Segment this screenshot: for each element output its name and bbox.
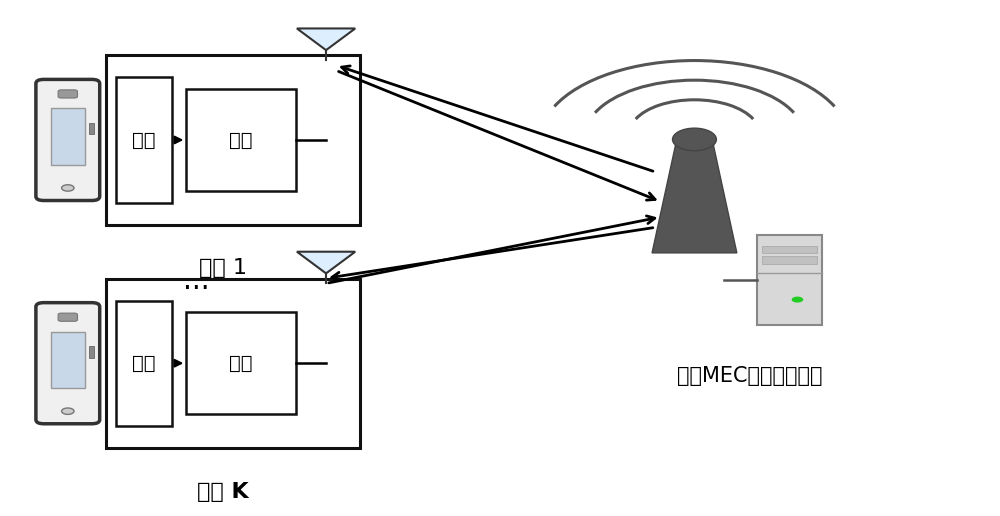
Polygon shape — [297, 252, 355, 273]
FancyBboxPatch shape — [36, 79, 100, 201]
Text: 配备MEC服务器的基站: 配备MEC服务器的基站 — [677, 366, 822, 386]
FancyBboxPatch shape — [186, 312, 296, 414]
Circle shape — [792, 297, 803, 302]
FancyBboxPatch shape — [51, 108, 85, 165]
FancyBboxPatch shape — [58, 313, 77, 321]
FancyBboxPatch shape — [762, 256, 817, 264]
Circle shape — [62, 185, 74, 191]
FancyBboxPatch shape — [89, 123, 94, 134]
Polygon shape — [652, 145, 737, 253]
FancyBboxPatch shape — [116, 300, 172, 426]
Text: 任务: 任务 — [132, 131, 156, 150]
Circle shape — [673, 128, 716, 151]
Circle shape — [62, 408, 74, 414]
FancyBboxPatch shape — [58, 90, 77, 98]
Text: 任务: 任务 — [132, 353, 156, 373]
FancyBboxPatch shape — [106, 279, 360, 448]
FancyBboxPatch shape — [89, 346, 94, 358]
FancyBboxPatch shape — [36, 303, 100, 424]
Text: 卸载: 卸载 — [229, 131, 253, 150]
FancyBboxPatch shape — [757, 235, 822, 325]
Text: 用户 K: 用户 K — [197, 481, 249, 502]
FancyBboxPatch shape — [116, 77, 172, 203]
FancyBboxPatch shape — [186, 89, 296, 191]
Text: 用户 1: 用户 1 — [199, 259, 247, 278]
FancyBboxPatch shape — [106, 55, 360, 224]
Polygon shape — [297, 28, 355, 50]
Text: 卸载: 卸载 — [229, 353, 253, 373]
Text: ...: ... — [183, 267, 209, 295]
FancyBboxPatch shape — [762, 246, 817, 253]
FancyBboxPatch shape — [51, 332, 85, 388]
